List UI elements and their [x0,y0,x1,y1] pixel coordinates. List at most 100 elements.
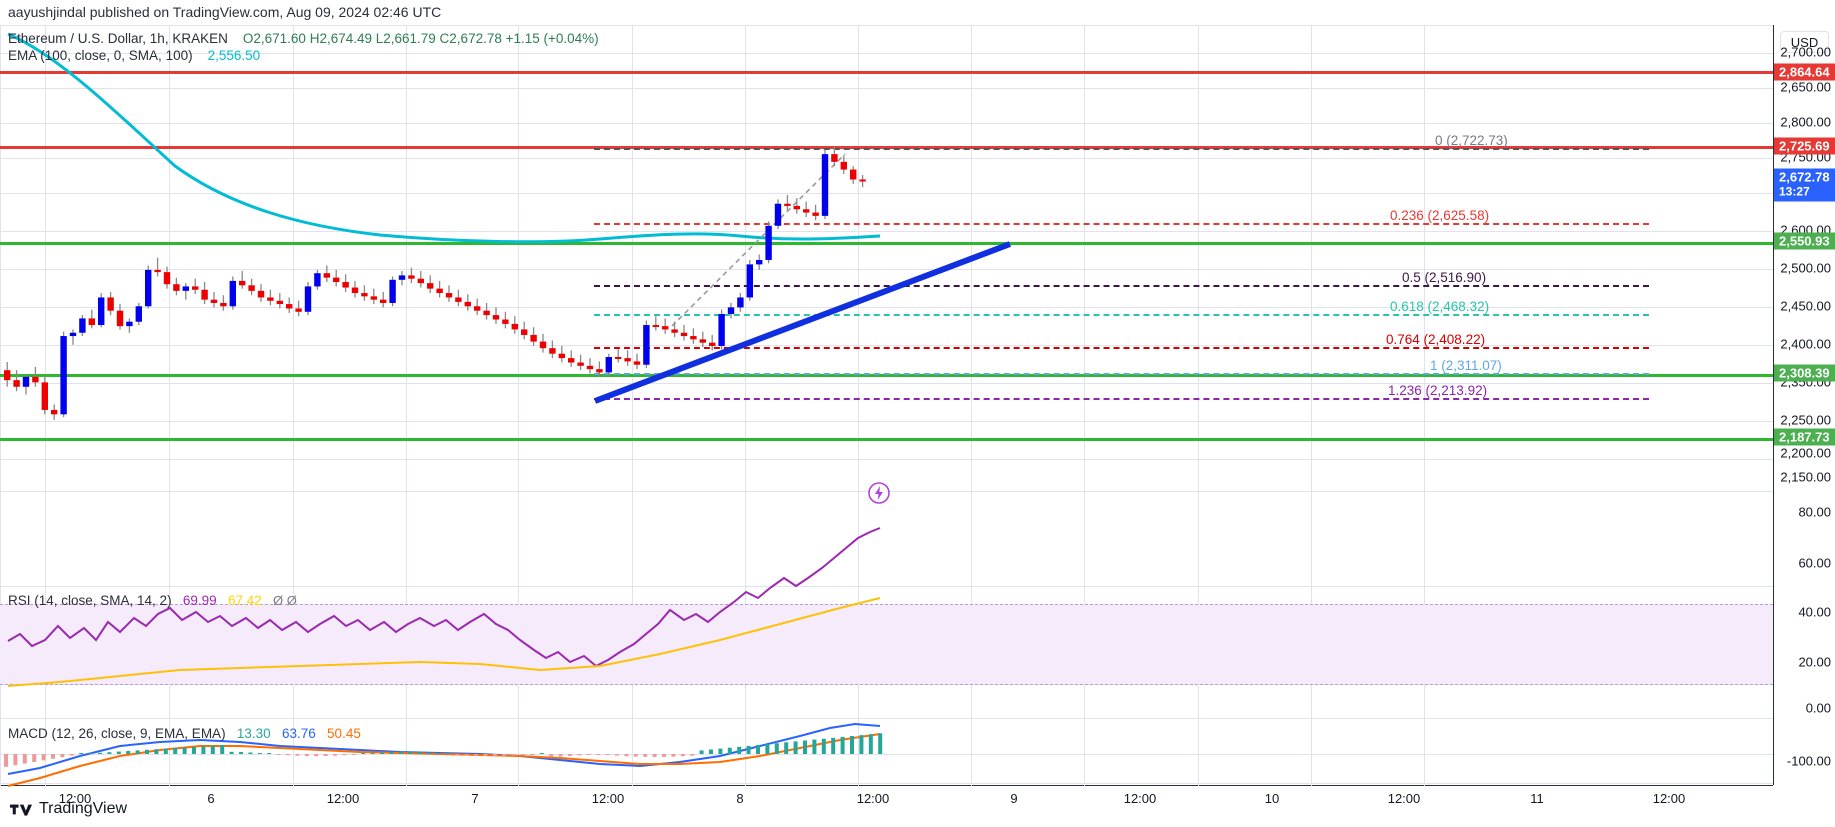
candle-body [756,259,763,265]
price-tick: 2,450.00 [1780,298,1831,314]
gridline-v [858,26,859,786]
candle-body [248,285,255,291]
indicator-tick: 80.00 [1798,504,1831,520]
price-tick: 2,800.00 [1780,114,1831,130]
candle-body [436,288,443,294]
macd-hist-bar [276,754,281,755]
time-axis[interactable]: 12:00 6 12:00 7 12:00 8 12:00 9 12:00 10… [0,785,1773,811]
candle-body [652,325,659,328]
candle-body [821,154,829,216]
candle-body [154,269,161,273]
candle-body [549,348,556,354]
price-badge-2864: 2,864.64 [1774,63,1835,81]
macd-hist-bar [220,745,225,754]
macd-hist-bar [79,753,84,754]
candle-body [455,297,462,302]
candle-body [718,314,725,346]
fib-line-0236 [594,223,1649,225]
macd-hist-bar [408,751,413,754]
publisher-line: aayushjindal published on TradingView.co… [0,0,1835,25]
gridline-v [1084,26,1085,786]
last-price-value: 2,672.78 [1779,169,1830,185]
candle-body [793,205,800,210]
gridline-h [0,783,1773,784]
chart-area[interactable]: 0 (2,722.73) 0.236 (2,625.58) 0.5 (2,516… [0,25,1773,787]
macd-hist-bar [163,748,168,754]
gridline-h [0,421,1773,422]
macd-hist-bar [530,754,535,755]
macd-hist-bar [201,746,206,754]
macd-hist-bar [173,748,178,754]
candle-body [492,315,500,320]
gridline-h [0,269,1773,270]
lightning-bolt-icon[interactable] [868,482,890,509]
uptrend-line [593,241,1012,404]
time-tick: 6 [207,791,215,806]
candle-body [342,282,349,288]
macd-hist-bar [643,754,648,757]
macd-hist-bar [4,754,8,767]
price-tick: 2,500.00 [1780,260,1831,276]
macd-hist-bar [51,754,55,759]
price-badge-2550: 2,550.93 [1774,232,1835,250]
candle-body [859,179,866,182]
fib-label-05: 0.5 (2,516.90) [1402,270,1487,285]
candle-body [615,357,622,359]
fib-line-1236 [594,398,1649,400]
macd-hist-bar [154,749,159,754]
candle-body [126,321,133,327]
tradingview-logo: TradingView [10,800,127,818]
time-tick: 9 [1010,791,1018,806]
indicator-tick: -100.00 [1786,753,1831,769]
fib-label-1: 1 (2,311.07) [1430,358,1502,373]
macd-hist-bar [351,754,356,755]
gridline-h [0,383,1773,384]
candlestick-series [4,146,866,420]
macd-hist-bar [615,754,619,756]
candle-body [145,269,152,307]
gridline-v [0,26,1,786]
candle-body [605,357,612,373]
macd-hist-bar [22,754,27,764]
candle-body [295,308,302,312]
candle-body [558,353,565,359]
macd-hist-bar [568,754,572,756]
price-badge-2308: 2,308.39 [1774,364,1835,382]
macd-hist-bar [135,750,140,754]
macd-hist-bar [361,753,366,754]
macd-hist-bar [586,754,591,755]
pane-separator-macd [0,718,1773,719]
macd-hist-bar [765,744,770,754]
candle-body [361,293,368,297]
candle-body [690,336,697,340]
indicator-tick: 20.00 [1798,654,1831,670]
candle-body [812,212,819,216]
price-axis[interactable]: USD 2,700.00 2,650.00 2,800.00 2,750.00 … [1773,25,1835,785]
candle-body [831,154,838,162]
candle-body [32,376,39,383]
gridline-v [293,26,294,786]
macd-hist-bar [436,753,441,754]
gridline-h [0,158,1773,159]
macd-hist-bar [812,739,817,754]
macd-hist-bar [286,754,290,756]
gridline-h [0,123,1773,124]
macd-hist-bar [549,754,554,757]
candle-body [135,306,142,322]
candle-body [173,284,180,291]
candle-body [417,278,424,284]
macd-hist-bar [304,754,309,757]
macd-hist-bar [878,733,883,754]
currency-label[interactable]: USD [1780,31,1829,53]
time-tick: 11 [1530,791,1544,806]
candle-body [568,358,575,363]
macd-hist-bar [662,754,666,757]
price-tick: 2,650.00 [1780,79,1831,95]
price-badge-2187: 2,187.73 [1774,428,1835,446]
macd-hist-bar [502,754,507,757]
rsi-series-svg [7,527,881,687]
time-tick: 12:00 [326,791,360,806]
macd-series-svg [4,722,883,787]
candle-body [51,409,58,415]
price-badge-last: 2,672.78 13:27 [1774,168,1835,202]
